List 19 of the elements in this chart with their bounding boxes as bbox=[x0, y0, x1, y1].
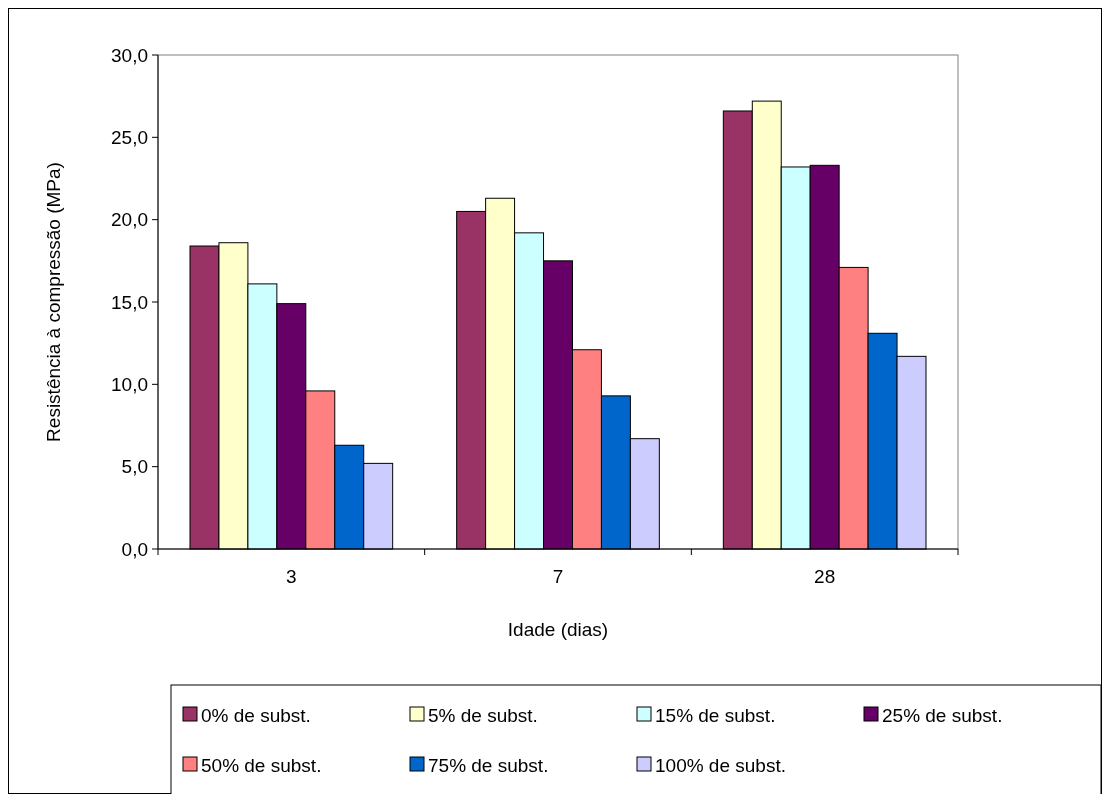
y-tick-label: 30,0 bbox=[111, 44, 148, 66]
y-tick-label: 5,0 bbox=[121, 456, 148, 478]
legend-label: 15% de subst. bbox=[655, 704, 776, 726]
legend-label: 75% de subst. bbox=[428, 754, 549, 776]
legend-label: 0% de subst. bbox=[201, 704, 311, 726]
y-axis-title: Resistência à compressão (MPa) bbox=[43, 162, 64, 442]
x-tick-label: 3 bbox=[286, 566, 297, 587]
legend-label: 5% de subst. bbox=[428, 704, 538, 726]
legend-label: 50% de subst. bbox=[201, 754, 322, 776]
legend-label: 100% de subst. bbox=[655, 754, 786, 776]
y-tick-label: 25,0 bbox=[111, 126, 148, 148]
y-tick-label: 0,0 bbox=[121, 538, 148, 560]
y-tick-label: 10,0 bbox=[111, 373, 148, 395]
x-tick-label: 7 bbox=[552, 566, 564, 587]
x-tick-label: 28 bbox=[814, 566, 836, 587]
y-tick-label: 15,0 bbox=[111, 291, 148, 313]
legend-label: 25% de subst. bbox=[882, 704, 1003, 726]
x-axis-title: Idade (dias) bbox=[507, 619, 609, 640]
y-tick-label: 20,0 bbox=[111, 209, 148, 231]
